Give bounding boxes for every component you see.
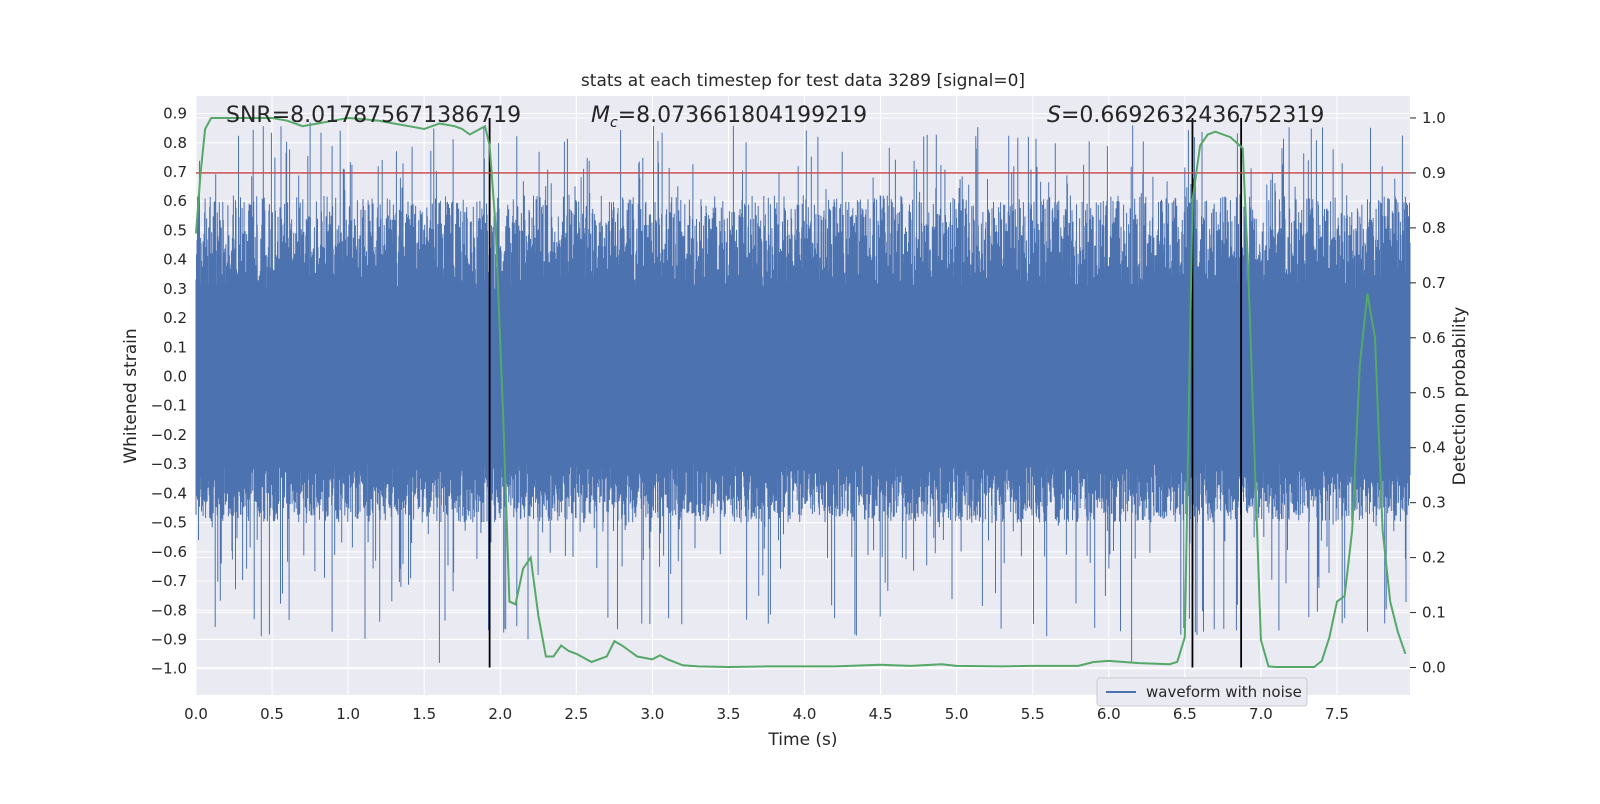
y-tick-label-right: 0.5 <box>1422 384 1446 402</box>
y-tick-label-right: 0.8 <box>1422 219 1446 237</box>
legend-box <box>1096 677 1308 707</box>
x-tick-label: 4.0 <box>793 705 817 723</box>
x-tick-label: 1.0 <box>336 705 360 723</box>
snr-annotation: SNR=8.017875671386719 <box>226 103 521 128</box>
x-tick-label: 6.0 <box>1097 705 1121 723</box>
chart-title: stats at each timestep for test data 328… <box>581 71 1025 91</box>
y-axis-label-right: Detection probability <box>1450 307 1470 486</box>
y-tick-label-right: 0.4 <box>1422 439 1446 457</box>
mc-symbol: M <box>591 103 610 128</box>
y-tick-label-left: 0.3 <box>163 280 187 298</box>
x-tick-label: 5.5 <box>1021 705 1045 723</box>
y-tick-label-right: 1.0 <box>1422 109 1446 127</box>
x-tick-label: 7.5 <box>1325 705 1349 723</box>
y-tick-label-left: 0.7 <box>163 163 187 181</box>
y-tick-label-right: 0.2 <box>1422 549 1446 567</box>
waveform-layer <box>195 122 1411 663</box>
y-tick-label-right: 0.3 <box>1422 494 1446 512</box>
y-axis-label-left: Whitened strain <box>121 328 141 463</box>
y-tick-label-left: −0.3 <box>151 455 187 473</box>
x-tick-label: 1.5 <box>412 705 436 723</box>
x-tick-label: 6.5 <box>1173 705 1197 723</box>
x-axis-label: Time (s) <box>767 730 837 750</box>
y-tick-label-left: −0.7 <box>151 572 187 590</box>
ticks-layer: 0.0 0.5 1.0 1.5 2.0 2.5 3.0 3.5 4.0 4.5 5.0 5.5 6.0 6… <box>151 105 1446 723</box>
mc-value: =8.073661804199219 <box>618 103 867 128</box>
y-tick-label-left: 0.0 <box>163 368 187 386</box>
y-tick-label-right: 0.9 <box>1422 164 1446 182</box>
prob-layer <box>195 116 1407 669</box>
legend: waveform with noise <box>1096 677 1308 707</box>
y-tick-label-left: 0.2 <box>163 309 187 327</box>
x-tick-label: 3.5 <box>717 705 741 723</box>
y-tick-label-left: −0.5 <box>151 514 187 532</box>
y-tick-label-left: −0.9 <box>151 630 187 648</box>
x-tick-label: 2.0 <box>488 705 512 723</box>
y-tick-label-right: 0.6 <box>1422 329 1446 347</box>
mc-subscript: c <box>610 115 618 131</box>
waveform-noise-line <box>195 122 1411 663</box>
s-value: =0.6692632436752319 <box>1061 103 1324 128</box>
y-tick-label-left: −0.8 <box>151 601 187 619</box>
y-tick-label-left: 0.4 <box>163 251 187 269</box>
mc-annotation: Mc=8.073661804199219 <box>591 103 867 131</box>
y-tick-label-left: 0.8 <box>163 134 187 152</box>
x-tick-label: 5.0 <box>945 705 969 723</box>
y-tick-label-left: −0.6 <box>151 543 187 561</box>
y-tick-label-left: 0.5 <box>163 221 187 239</box>
y-tick-label-right: 0.1 <box>1422 604 1446 622</box>
y-tick-label-right: 0.0 <box>1422 659 1446 677</box>
y-tick-label-left: 0.6 <box>163 192 187 210</box>
x-tick-label: 0.5 <box>260 705 284 723</box>
s-annotation: S=0.6692632436752319 <box>1047 103 1324 128</box>
y-tick-label-left: −0.1 <box>151 397 187 415</box>
y-tick-label-right: 0.7 <box>1422 274 1446 292</box>
y-tick-label-left: −0.4 <box>151 484 187 502</box>
x-tick-label: 4.5 <box>869 705 893 723</box>
x-tick-label: 0.0 <box>184 705 208 723</box>
s-symbol: S <box>1047 103 1061 128</box>
y-tick-label-left: −0.2 <box>151 426 187 444</box>
legend-label-waveform: waveform with noise <box>1146 683 1302 701</box>
y-tick-label-left: 0.9 <box>163 105 187 123</box>
y-tick-label-left: 0.1 <box>163 338 187 356</box>
detection-probability-line <box>195 116 1407 669</box>
x-tick-label: 2.5 <box>564 705 588 723</box>
x-tick-label: 3.0 <box>640 705 664 723</box>
x-tick-label: 7.0 <box>1249 705 1273 723</box>
y-tick-label-left: −1.0 <box>151 660 187 678</box>
